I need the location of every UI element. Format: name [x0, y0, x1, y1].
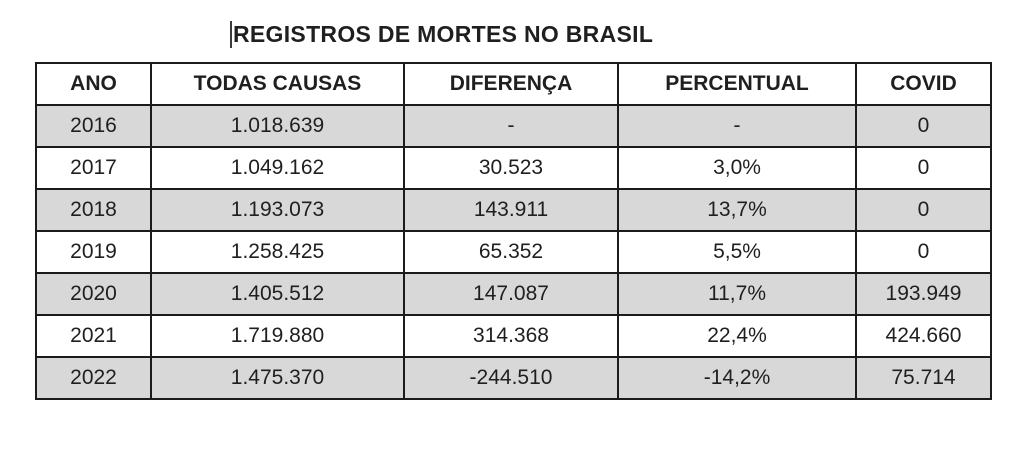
title-area: REGISTROS DE MORTES NO BRASIL: [230, 20, 653, 48]
table-cell: 424.660: [855, 314, 992, 358]
table-cell: 147.087: [403, 272, 619, 316]
table-cell: 11,7%: [617, 272, 857, 316]
table-cell: 2017: [35, 146, 152, 190]
table-cell: 314.368: [403, 314, 619, 358]
header-row: ANO TODAS CAUSAS DIFERENÇA PERCENTUAL COVID: [35, 62, 992, 106]
table-cell: 2019: [35, 230, 152, 274]
table-cell: 2016: [35, 104, 152, 148]
table-cell: 0: [855, 230, 992, 274]
table-cell: 1.049.162: [150, 146, 405, 190]
table-cell: 1.719.880: [150, 314, 405, 358]
table-cell: 2020: [35, 272, 152, 316]
table-cell: 5,5%: [617, 230, 857, 274]
table-row: 2018 1.193.073 143.911 13,7% 0: [35, 188, 992, 232]
table-cell: 0: [855, 146, 992, 190]
table-row: 2017 1.049.162 30.523 3,0% 0: [35, 146, 992, 190]
column-header: ANO: [35, 62, 152, 106]
table-cell: 75.714: [855, 356, 992, 400]
table-cell: 1.475.370: [150, 356, 405, 400]
table-cell: 0: [855, 104, 992, 148]
table-cell: -: [617, 104, 857, 148]
table-cell: 3,0%: [617, 146, 857, 190]
table-cell: 1.193.073: [150, 188, 405, 232]
table-cell: 1.258.425: [150, 230, 405, 274]
table-cell: 0: [855, 188, 992, 232]
table-cell: -244.510: [403, 356, 619, 400]
table-cell: 2018: [35, 188, 152, 232]
table-cell: -14,2%: [617, 356, 857, 400]
table-body: 2016 1.018.639- -0 2017 1.049.162 30.523 3,0% 0…: [35, 104, 992, 400]
table-row: 2021 1.719.880 314.368 22,4% 424.660: [35, 314, 992, 358]
column-header: COVID: [855, 62, 992, 106]
table-cell: 65.352: [403, 230, 619, 274]
table-row: 2019 1.258.425 65.352 5,5% 0: [35, 230, 992, 274]
text-cursor: [230, 20, 232, 48]
table-cell: -: [403, 104, 619, 148]
table-row: 2020 1.405.512 147.087 11,7% 193.949: [35, 272, 992, 316]
table-cell: 193.949: [855, 272, 992, 316]
table-cell: 2021: [35, 314, 152, 358]
table-cell: 1.405.512: [150, 272, 405, 316]
page-title: REGISTROS DE MORTES NO BRASIL: [233, 20, 654, 47]
column-header: TODAS CAUSAS: [150, 62, 405, 106]
table-cell: 22,4%: [617, 314, 857, 358]
deaths-table: ANO TODAS CAUSAS DIFERENÇA PERCENTUAL COVID …: [35, 62, 992, 400]
table-cell: 30.523: [403, 146, 619, 190]
column-header: PERCENTUAL: [617, 62, 857, 106]
column-header: DIFERENÇA: [403, 62, 619, 106]
table-cell: 2022: [35, 356, 152, 400]
table-cell: 143.911: [403, 188, 619, 232]
table-cell: 1.018.639: [150, 104, 405, 148]
table-row: 2016 1.018.639- -0: [35, 104, 992, 148]
table-cell: 13,7%: [617, 188, 857, 232]
table-row: 2022 1.475.370 -244.510 -14,2% 75.714: [35, 356, 992, 400]
